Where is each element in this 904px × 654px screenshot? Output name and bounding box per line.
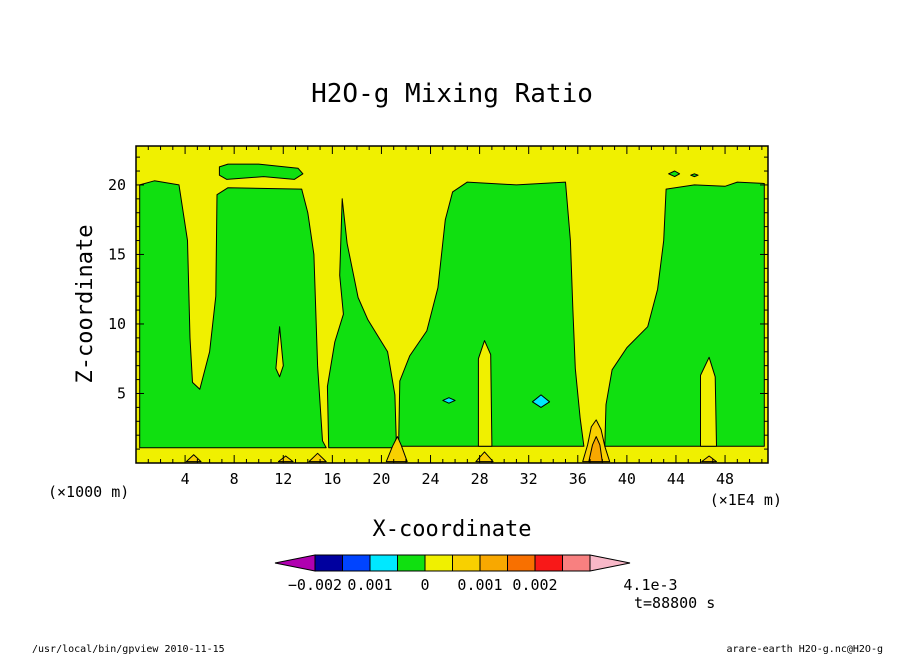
y-tick-label: 20 bbox=[108, 176, 126, 194]
y-tick-label: 10 bbox=[108, 315, 126, 333]
colorbar bbox=[274, 554, 631, 572]
colorbar-swatch bbox=[534, 554, 563, 572]
colorbar-swatch bbox=[507, 554, 536, 572]
x-tick-label: 28 bbox=[471, 470, 489, 488]
colorbar-swatch bbox=[479, 554, 508, 572]
colorbar-upper-arrow bbox=[589, 554, 631, 572]
colorbar-swatch bbox=[424, 554, 453, 572]
x-unit-right: (×1E4 m) bbox=[710, 491, 782, 509]
contour-region-11 bbox=[668, 170, 681, 178]
x-tick-label: 12 bbox=[274, 470, 292, 488]
colorbar-lower-arrow bbox=[274, 554, 316, 572]
contour-region-9 bbox=[442, 397, 456, 404]
contour-region-7 bbox=[477, 340, 493, 447]
y-axis-label: Z-coordinate bbox=[73, 225, 98, 384]
y-tick-label: 5 bbox=[117, 384, 126, 402]
x-tick-label: 16 bbox=[323, 470, 341, 488]
contour-region-13 bbox=[385, 436, 408, 463]
x-tick-label: 20 bbox=[372, 470, 390, 488]
contour-region-19 bbox=[475, 451, 494, 463]
colorbar-swatch bbox=[397, 554, 426, 572]
contour-region-12 bbox=[690, 173, 699, 178]
footer-right: arare-earth_H2O-g.nc@H2O-g bbox=[726, 644, 883, 654]
x-tick-label: 4 bbox=[181, 470, 190, 488]
colorbar-labels: −0.002 0.001 0 0.001 0.002 4.1e-3 bbox=[288, 576, 678, 594]
colorbar-label: 0.001 bbox=[457, 576, 502, 594]
x-tick-label: 8 bbox=[230, 470, 239, 488]
colorbar-label: 0 bbox=[420, 576, 429, 594]
colorbar-swatch bbox=[562, 554, 591, 572]
colorbar-label: 0.001 bbox=[347, 576, 392, 594]
contour-region-3 bbox=[398, 181, 585, 447]
plot-frame bbox=[135, 145, 769, 464]
y-tick-label: 15 bbox=[108, 245, 126, 263]
colorbar-label: 0.002 bbox=[512, 576, 557, 594]
colorbar-swatch bbox=[369, 554, 398, 572]
contour-region-8 bbox=[700, 356, 717, 447]
x-axis-label: X-coordinate bbox=[373, 517, 532, 542]
x-tick-label: 24 bbox=[421, 470, 439, 488]
colorbar-label: 4.1e-3 bbox=[623, 576, 677, 594]
colorbar-swatch bbox=[314, 554, 343, 572]
x-tick-label: 36 bbox=[569, 470, 587, 488]
contour-region-10 bbox=[531, 394, 551, 408]
x-tick-label: 44 bbox=[667, 470, 685, 488]
time-label: t=88800 s bbox=[634, 594, 715, 612]
contour-region-15 bbox=[588, 436, 603, 463]
contour-region-2 bbox=[326, 198, 397, 449]
colorbar-label: −0.002 bbox=[288, 576, 342, 594]
contour-region-1 bbox=[139, 180, 327, 449]
contour-region-6 bbox=[275, 326, 284, 378]
footer-left: /usr/local/bin/gpview 2010-11-15 bbox=[32, 644, 225, 654]
contour-region-17 bbox=[277, 455, 294, 463]
x-unit-left: (×1000 m) bbox=[48, 483, 129, 501]
chart-title: H2O-g Mixing Ratio bbox=[311, 79, 593, 109]
x-axis: 4 8 12 16 20 24 28 32 36 40 44 48 bbox=[147, 146, 763, 488]
x-tick-label: 32 bbox=[520, 470, 538, 488]
y-axis: 5 10 15 20 bbox=[108, 156, 768, 450]
x-tick-label: 48 bbox=[716, 470, 734, 488]
contour-region-18 bbox=[308, 452, 327, 463]
contour-region-4 bbox=[604, 181, 765, 447]
colorbar-swatch bbox=[452, 554, 481, 572]
plot-area bbox=[136, 146, 768, 463]
x-tick-label: 40 bbox=[618, 470, 636, 488]
colorbar-swatch bbox=[342, 554, 371, 572]
contour-region-5 bbox=[218, 163, 304, 180]
